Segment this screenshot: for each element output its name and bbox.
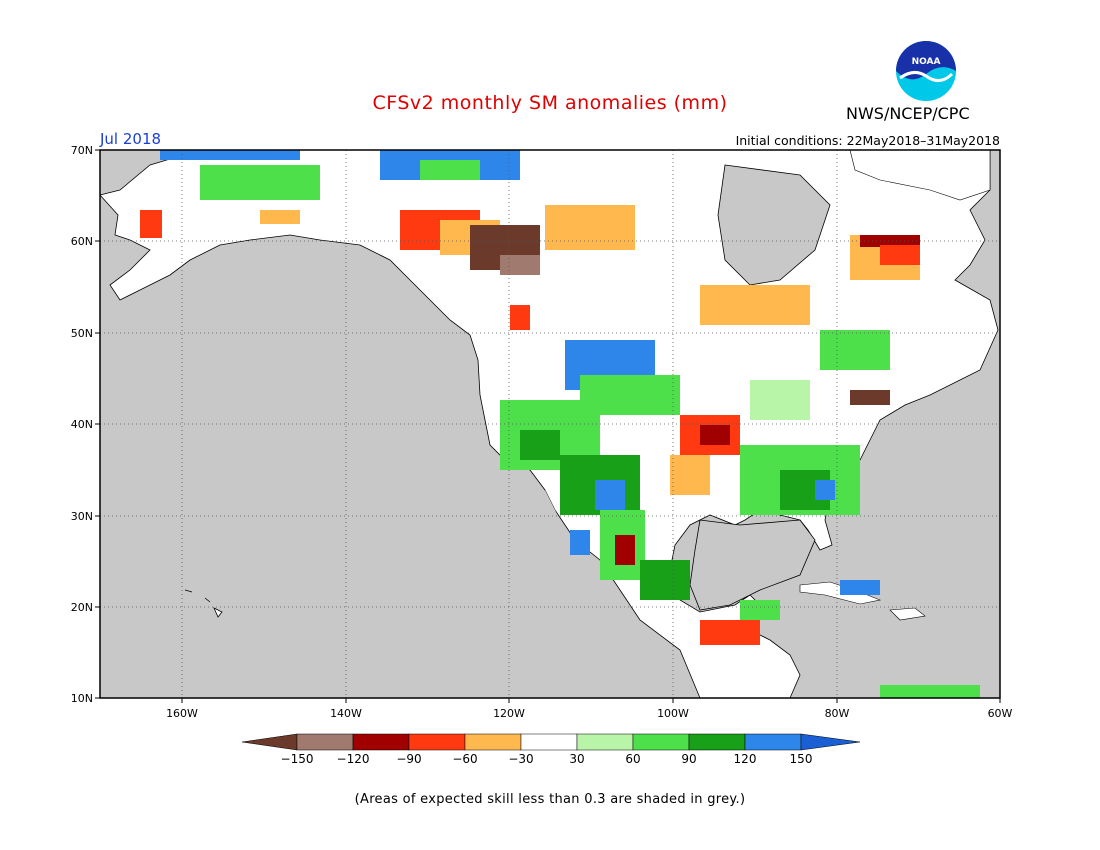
- chart-title: CFSv2 monthly SM anomalies (mm): [372, 92, 728, 114]
- legend-tick-label: 90: [681, 752, 696, 766]
- legend-tick-label: −120: [337, 752, 370, 766]
- hudson-bay: [717, 164, 831, 286]
- lon-label-160w: 160W: [166, 707, 198, 720]
- legend-tick-label: 60: [625, 752, 640, 766]
- lat-label-10n: 10N: [71, 692, 93, 705]
- anomaly-map: 70N 60N 50N 40N 30N 20N 10N 160W 140W 12…: [71, 144, 1013, 766]
- legend-tick-label: 150: [790, 752, 813, 766]
- forecast-month: Jul 2018: [100, 130, 162, 148]
- legend-swatch: [520, 733, 578, 751]
- lat-label-20n: 20N: [71, 601, 93, 614]
- legend-swatch: [352, 733, 410, 751]
- svg-text:NOAA: NOAA: [912, 57, 941, 67]
- legend-tick-label: 120: [734, 752, 757, 766]
- legend-arrow-low: [241, 733, 298, 751]
- legend-swatch: [632, 733, 690, 751]
- lat-label-70n: 70N: [71, 144, 93, 157]
- legend-swatch: [464, 733, 522, 751]
- legend-swatch: [688, 733, 746, 751]
- noaa-logo: NOAA: [896, 41, 956, 101]
- lat-label-50n: 50N: [71, 327, 93, 340]
- legend-tick-label: −60: [452, 752, 477, 766]
- lon-label-100w: 100W: [657, 707, 689, 720]
- legend-tick-label: 30: [569, 752, 584, 766]
- legend-tick-label: −90: [396, 752, 421, 766]
- lat-label-30n: 30N: [71, 510, 93, 523]
- legend-swatch: [576, 733, 634, 751]
- lat-label-60n: 60N: [71, 235, 93, 248]
- legend-arrow-high: [800, 733, 861, 751]
- graticule: [100, 150, 1000, 698]
- lat-label-40n: 40N: [71, 418, 93, 431]
- lon-label-120w: 120W: [493, 707, 525, 720]
- legend-tick-label: −30: [508, 752, 533, 766]
- gulf-of-mexico: [689, 519, 816, 611]
- lon-label-80w: 80W: [825, 707, 850, 720]
- agency-label: NWS/NCEP/CPC: [846, 104, 970, 123]
- legend-swatch: [744, 733, 802, 751]
- color-legend: −150 −120 −90 −60 −30 30 60 90 120 150: [241, 733, 861, 766]
- anomaly-patches: [140, 150, 980, 698]
- skill-note: (Areas of expected skill less than 0.3 a…: [354, 792, 746, 807]
- legend-swatch: [408, 733, 466, 751]
- initial-conditions: Initial conditions: 22May2018–31May2018: [735, 133, 1000, 148]
- legend-tick-label: −150: [281, 752, 314, 766]
- lon-label-140w: 140W: [330, 707, 362, 720]
- lon-label-60w: 60W: [988, 707, 1013, 720]
- legend-swatch: [296, 733, 354, 751]
